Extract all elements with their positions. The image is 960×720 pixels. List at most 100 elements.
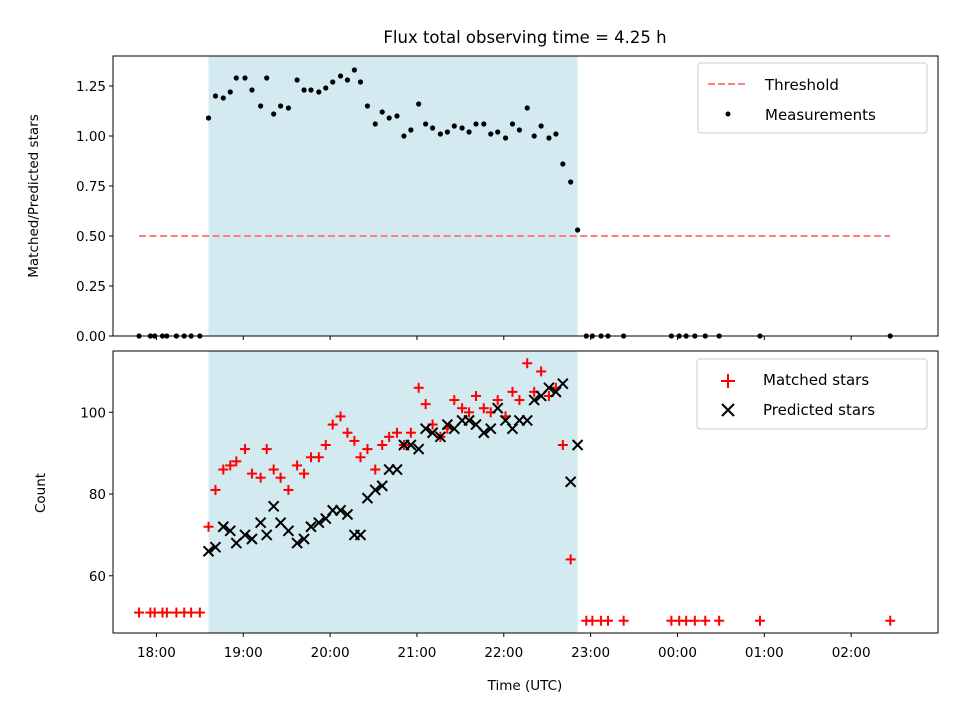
matched-star-point: [275, 472, 286, 483]
legend-measurements-swatch: [725, 111, 731, 117]
predicted-star-point: [305, 521, 317, 533]
matched-star-point: [255, 472, 266, 483]
matched-star-point: [689, 615, 700, 626]
matched-star-point: [240, 444, 250, 455]
top-y-tick-label: 0.50: [76, 229, 106, 245]
measurement-point: [271, 111, 277, 117]
bottom-observing-window: [208, 351, 578, 633]
measurement-point: [437, 131, 443, 137]
top-y-tick-label: 1.25: [76, 79, 106, 95]
bottom-axes-frame: [112, 350, 939, 634]
matched-star-point: [587, 615, 598, 626]
top-y-label: Matched/Predicted stars: [26, 114, 42, 277]
measurement-point: [495, 129, 501, 135]
predicted-star-point: [254, 516, 267, 529]
bottom-y-tick-label: 60: [89, 569, 106, 585]
predicted-star-point: [528, 394, 540, 406]
matched-star-point: [377, 440, 388, 450]
measurement-point: [473, 121, 479, 127]
matched-star-point: [618, 615, 629, 626]
measurement-point: [531, 133, 537, 139]
matched-star-point: [700, 615, 711, 626]
measurement-point: [301, 87, 307, 93]
measurement-point: [546, 135, 552, 141]
predicted-star-point: [291, 537, 303, 549]
measurement-point: [258, 103, 264, 109]
measurement-point: [330, 79, 336, 85]
bottom-panel: 60 80 100 18:00 19:00 20:00 21:00 22:00 23:00 00…: [33, 350, 939, 694]
measurement-point: [481, 121, 487, 127]
predicted-star-point: [441, 418, 454, 431]
matched-star-point: [565, 554, 576, 565]
x-tick-label: 18:00: [137, 645, 176, 661]
measurement-point: [429, 125, 436, 131]
legend-matched-label: Matched stars: [763, 371, 869, 389]
matched-star-point: [370, 464, 381, 475]
predicted-star-point: [376, 480, 388, 492]
matched-star-point: [194, 607, 205, 618]
top-y-tick-label: 0.75: [76, 179, 106, 195]
x-tick-label: 23:00: [571, 645, 610, 661]
x-tick-label: 19:00: [224, 645, 263, 661]
measurement-point: [285, 105, 292, 111]
matched-star-point: [362, 444, 373, 455]
matched-star-point: [464, 407, 475, 418]
predicted-star-point: [412, 443, 425, 455]
matched-star-point: [320, 440, 331, 450]
measurement-point: [423, 121, 429, 127]
matched-star-point: [449, 395, 460, 406]
measurement-point: [451, 123, 457, 129]
x-tick-label: 02:00: [832, 645, 871, 661]
matched-star-point: [391, 427, 402, 438]
matched-star-point: [261, 444, 272, 455]
bottom-shade-band: [208, 351, 578, 633]
bottom-y-ticks: 60 80 100: [80, 405, 113, 585]
top-legend: Threshold Measurements: [697, 62, 928, 134]
bottom-x-ticks: 18:00 19:00 20:00 21:00 22:00 23:00 00:00 01:00…: [137, 633, 871, 661]
matched-star-point: [507, 386, 518, 397]
predicted-star-point: [478, 427, 490, 439]
predicted-star-point: [209, 541, 222, 553]
legend-matched-swatch: [721, 374, 735, 388]
bottom-y-tick-label: 100: [80, 405, 106, 421]
top-legend-box: [697, 62, 928, 134]
matched-star-point: [405, 427, 416, 438]
x-tick-label: 01:00: [745, 645, 784, 661]
measurement-point: [401, 133, 407, 139]
x-axis-label: Time (UTC): [487, 678, 563, 694]
matched-star-point: [457, 403, 468, 414]
measurement-point: [316, 89, 322, 95]
predicted-star-point: [369, 484, 381, 496]
measurement-point: [364, 103, 371, 109]
matched-star-point: [522, 358, 533, 369]
measurement-point: [394, 113, 400, 119]
top-y-tick-label: 0.25: [76, 279, 106, 295]
top-x-ticks: [155, 336, 852, 340]
matched-star-point: [327, 419, 338, 430]
matched-star-point: [349, 435, 360, 446]
matched-star-point: [514, 395, 525, 406]
matched-star-point: [134, 607, 145, 618]
predicted-star-point: [485, 422, 497, 435]
measurement-point: [264, 75, 270, 81]
predicted-star-point: [298, 533, 310, 545]
predicted-star-point: [434, 431, 447, 443]
top-observing-window: [208, 56, 578, 336]
measurement-point: [386, 115, 392, 121]
predicted-star-point: [571, 439, 584, 451]
matched-star-point: [478, 403, 489, 414]
measurement-point: [233, 75, 239, 81]
predicted-star-point: [341, 508, 354, 521]
predicted-star-point: [557, 377, 569, 390]
measurement-point: [372, 121, 378, 127]
measurement-point: [466, 129, 472, 135]
measurement-point: [344, 77, 351, 83]
predicted-star-point: [224, 525, 236, 537]
predicted-star-point: [354, 529, 367, 541]
measurement-point: [575, 227, 581, 233]
measurement-point: [509, 121, 516, 127]
matched-stars-points: [134, 358, 896, 626]
matched-star-point: [420, 399, 431, 410]
measurement-point: [488, 131, 494, 137]
measurement-point: [294, 77, 300, 83]
